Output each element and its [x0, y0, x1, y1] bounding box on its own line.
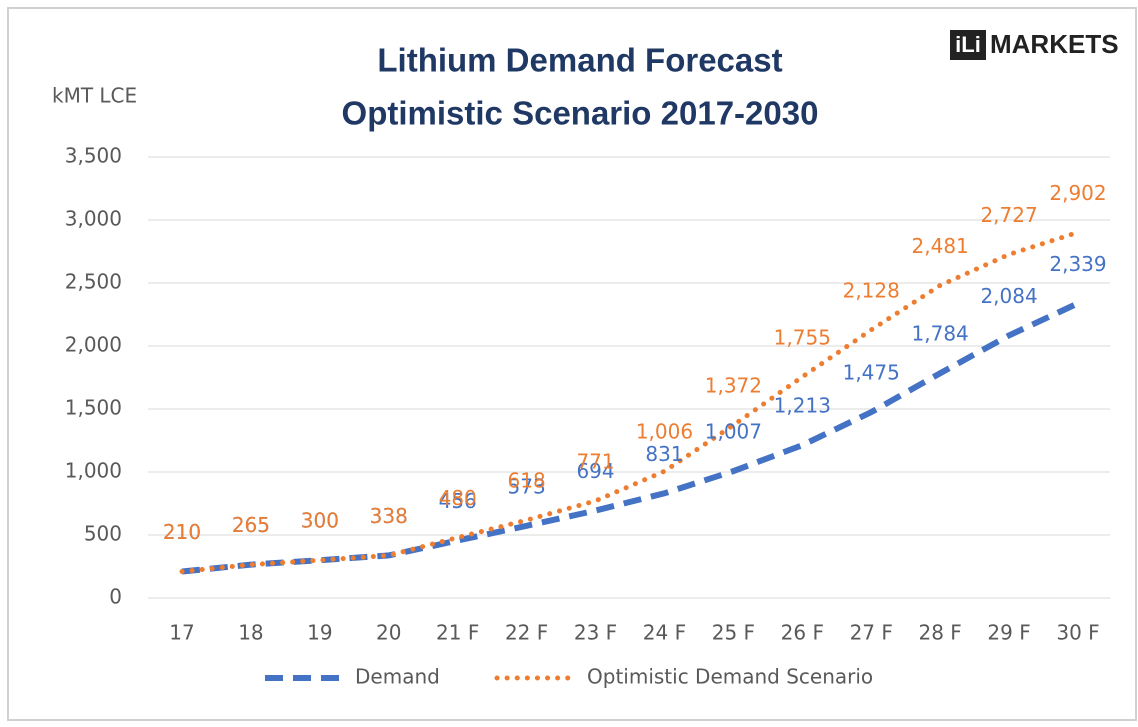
data-label: 338 — [370, 504, 408, 528]
data-label: 2,727 — [980, 203, 1037, 227]
y-tick-label: 1,000 — [65, 459, 122, 483]
data-label: 1,784 — [912, 322, 969, 346]
data-label: 338 — [370, 504, 408, 528]
data-label: 210 — [163, 520, 201, 544]
y-axis-label: kMT LCE — [52, 84, 137, 108]
data-label: 300 — [301, 509, 339, 533]
data-label: 771 — [576, 449, 614, 473]
series-line — [179, 229, 1081, 575]
data-label: 1,475 — [843, 361, 900, 385]
data-label: 1,755 — [774, 325, 831, 349]
x-tick-label: 17 — [169, 621, 194, 645]
data-label: 265 — [232, 513, 270, 537]
data-label: 265 — [232, 513, 270, 537]
y-tick-label: 3,000 — [65, 207, 122, 231]
y-tick-label: 0 — [109, 585, 122, 609]
data-label: 2,084 — [980, 284, 1037, 308]
data-label: 1,006 — [636, 420, 693, 444]
data-label: 2,128 — [843, 278, 900, 302]
x-tick-label: 29 F — [987, 621, 1030, 645]
logo-mark: iLi — [955, 32, 981, 57]
chart-frame — [7, 7, 1137, 721]
data-label: 1,007 — [705, 420, 762, 444]
data-label: 618 — [508, 469, 546, 493]
logo-box — [950, 30, 986, 60]
x-tick-label: 26 F — [781, 621, 824, 645]
data-label: 300 — [301, 509, 339, 533]
data-label: 480 — [439, 486, 477, 510]
chart-title: Lithium Demand Forecast — [377, 42, 782, 79]
data-label: 831 — [645, 442, 683, 466]
data-label: 456 — [439, 489, 477, 513]
y-tick-label: 3,500 — [65, 144, 122, 168]
y-tick-label: 500 — [84, 522, 122, 546]
x-tick-label: 28 F — [918, 621, 961, 645]
x-tick-label: 30 F — [1056, 621, 1099, 645]
y-tick-label: 2,000 — [65, 333, 122, 357]
x-tick-label: 19 — [307, 621, 332, 645]
legend-label: Optimistic Demand Scenario — [587, 665, 873, 689]
data-label: 2,481 — [912, 234, 969, 258]
data-label: 2,339 — [1049, 252, 1106, 276]
y-tick-label: 1,500 — [65, 396, 122, 420]
data-label: 573 — [508, 474, 546, 498]
x-tick-label: 27 F — [850, 621, 893, 645]
x-tick-label: 24 F — [643, 621, 686, 645]
data-label: 1,372 — [705, 374, 762, 398]
x-tick-label: 18 — [238, 621, 263, 645]
x-tick-label: 20 — [376, 621, 401, 645]
chart-subtitle: Optimistic Scenario 2017-2030 — [342, 95, 819, 132]
x-tick-label: 25 F — [712, 621, 755, 645]
x-tick-label: 21 F — [436, 621, 479, 645]
x-tick-label: 23 F — [574, 621, 617, 645]
x-tick-label: 22 F — [505, 621, 548, 645]
data-label: 210 — [163, 520, 201, 544]
data-label: 694 — [576, 459, 614, 483]
logo-text: MARKETS — [990, 29, 1119, 59]
y-tick-label: 2,500 — [65, 270, 122, 294]
legend-label: Demand — [355, 665, 440, 689]
data-label: 2,902 — [1049, 181, 1106, 205]
data-label: 1,213 — [774, 394, 831, 418]
